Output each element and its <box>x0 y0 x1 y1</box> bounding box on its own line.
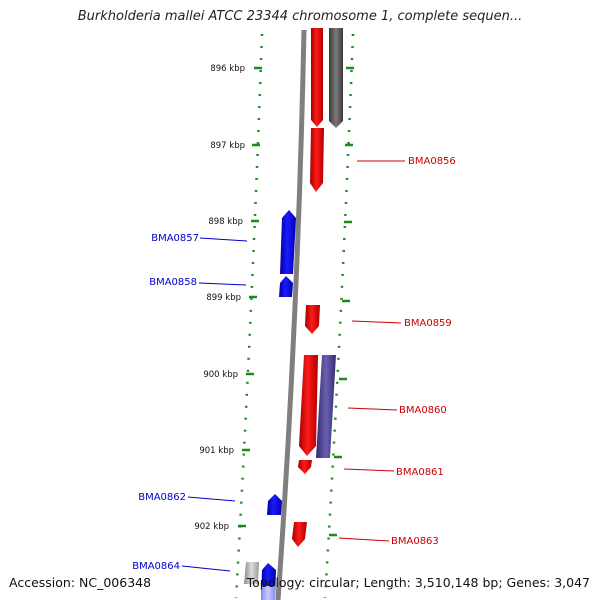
gene-label-bma0861[interactable]: BMA0861 <box>396 467 444 478</box>
gene-feature-bma0859[interactable] <box>305 305 320 334</box>
feature-grey-top[interactable] <box>329 28 343 128</box>
scale-tick-marks <box>238 66 354 537</box>
gene-label-bma0860[interactable]: BMA0860 <box>399 405 447 416</box>
leader-bma0861 <box>343 468 395 472</box>
leader-bma0860 <box>347 407 398 411</box>
tick-label-899: 899 kbp <box>206 293 241 303</box>
sequence-backbone <box>275 29 307 600</box>
tick-label-902: 902 kbp <box>194 522 229 532</box>
label-leader-lines <box>181 160 405 572</box>
leader-bma0859 <box>351 320 402 324</box>
leader-bma0863 <box>338 537 390 542</box>
leader-bma0864 <box>181 565 231 572</box>
tick-label-896: 896 kbp <box>210 64 245 74</box>
leader-bma0862 <box>187 496 236 502</box>
tick-label-898: 898 kbp <box>208 217 243 227</box>
tick-label-900: 900 kbp <box>203 370 238 380</box>
gene-label-bma0862[interactable]: BMA0862 <box>138 492 186 503</box>
scale-tick-labels: 896 kbp 897 kbp 898 kbp 899 kbp 900 kbp … <box>194 64 245 532</box>
feature-paired-purple[interactable] <box>316 355 336 458</box>
gene-label-bma0859[interactable]: BMA0859 <box>404 318 452 329</box>
gene-features[interactable] <box>244 28 343 600</box>
gene-feature-bma0860[interactable] <box>299 355 318 456</box>
gene-label-bma0858[interactable]: BMA0858 <box>149 277 197 288</box>
gene-feature-bma0863[interactable] <box>292 522 307 547</box>
gene-feature-bma0856[interactable] <box>310 128 324 192</box>
tick-label-897: 897 kbp <box>210 141 245 151</box>
tick-label-901: 901 kbp <box>199 446 234 456</box>
gene-label-bma0857[interactable]: BMA0857 <box>151 233 199 244</box>
accession-text: Accession: NC_006348 <box>9 575 152 590</box>
gene-label-bma0864[interactable]: BMA0864 <box>132 561 180 572</box>
gene-label-bma0863[interactable]: BMA0863 <box>391 536 439 547</box>
gene-label-bma0856[interactable]: BMA0856 <box>408 156 456 167</box>
gene-feature-bma0864-highlight <box>261 586 275 600</box>
inner-dotted-track <box>234 33 264 599</box>
feature-grey-bottom[interactable] <box>244 562 259 584</box>
gene-feature-bma0861[interactable] <box>298 460 312 474</box>
gene-feature-bma0862[interactable] <box>267 494 282 515</box>
gene-feature-bma0857[interactable] <box>280 210 296 274</box>
gene-feature-bma0858[interactable] <box>279 276 293 297</box>
map-title: Burkholderia mallei ATCC 23344 chromosom… <box>77 9 523 24</box>
gene-feature-forward-top[interactable] <box>311 28 323 127</box>
leader-bma0857 <box>199 237 248 242</box>
genome-summary-text: Topology: circular; Length: 3,510,148 bp… <box>246 575 590 590</box>
leader-bma0858 <box>198 282 247 286</box>
